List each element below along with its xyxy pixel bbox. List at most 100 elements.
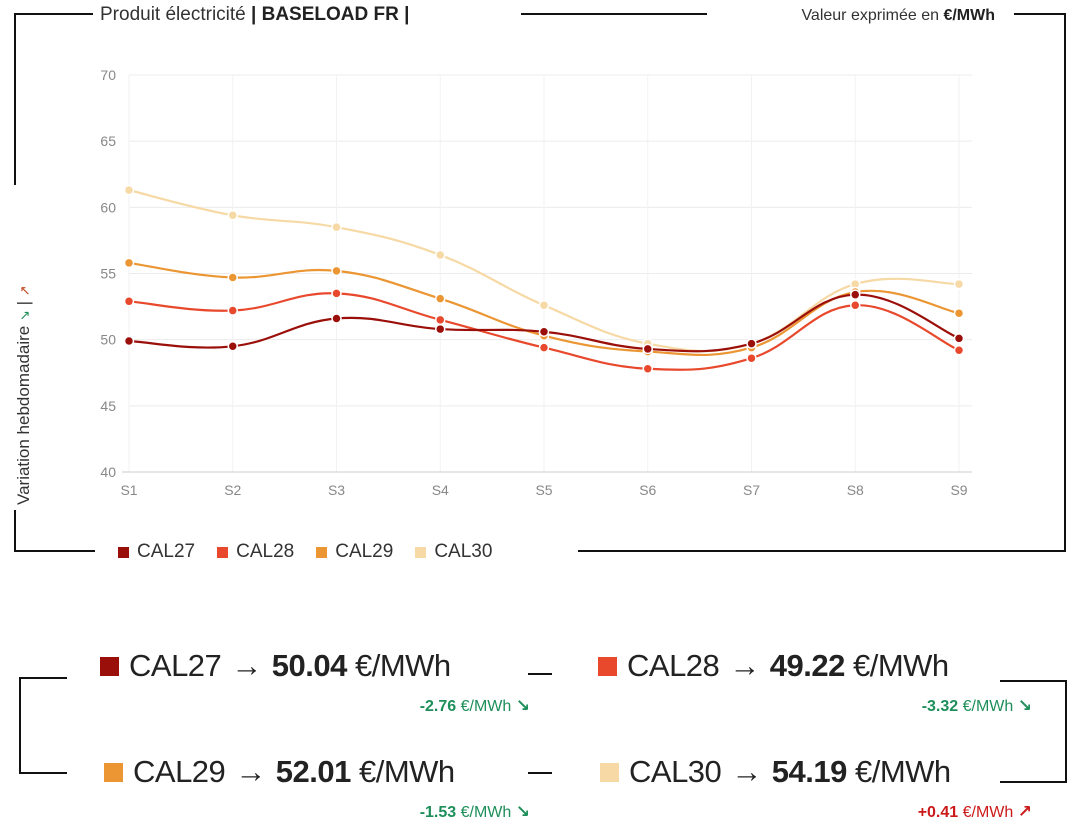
data-point-cal28 (953, 345, 965, 356)
frame-bottom-right (578, 550, 1066, 552)
frame-top-left (14, 13, 93, 15)
data-point-cal30 (331, 221, 342, 233)
y-tick-label: 40 (100, 464, 116, 480)
bracket-right-bottom (1000, 781, 1067, 783)
summary-unit: €/MWh (359, 754, 455, 789)
data-point-cal29 (435, 293, 446, 304)
data-point-cal27 (850, 289, 861, 300)
x-tick-label: S4 (432, 482, 449, 498)
y-tick-label: 45 (100, 398, 116, 414)
data-point-cal28 (538, 342, 550, 353)
trend-down-icon: ↘ (1017, 696, 1032, 715)
summary-value: 50.04 (271, 648, 348, 683)
summary-change: +0.41 €/MWh ↗ (918, 802, 1032, 822)
bracket-right-top (1000, 680, 1067, 682)
title-product: | BASELOAD FR | (251, 4, 410, 25)
bracket-left-vertical (19, 677, 21, 774)
change-unit: €/MWh (962, 698, 1014, 715)
summary-card-cal28: CAL28 → 49.22 €/MWh (598, 648, 949, 684)
data-point-cal30 (227, 210, 238, 221)
change-unit: €/MWh (460, 804, 512, 821)
data-point-cal30 (953, 278, 965, 290)
change-value: -3.32 (921, 698, 959, 715)
change-value: -2.76 (419, 698, 457, 715)
frame-top-right (1014, 13, 1066, 15)
summary-unit: €/MWh (853, 648, 949, 683)
unit-prefix: Valeur exprimée en (801, 7, 939, 24)
data-point-cal29 (123, 257, 135, 269)
trend-down-icon: ↘ (515, 696, 530, 715)
unit-note: Valeur exprimée en €/MWh (801, 7, 995, 25)
color-swatch (100, 656, 119, 676)
trend-down-icon: ↘ (515, 802, 530, 821)
change-value: +0.41 (917, 804, 959, 821)
legend-label: CAL30 (434, 541, 493, 562)
summary-change: -2.76 €/MWh ↘ (420, 696, 530, 716)
legend-label: CAL27 (137, 541, 196, 562)
dash-bottom (528, 772, 552, 774)
data-point-cal28 (331, 288, 342, 299)
data-point-cal27 (538, 326, 550, 337)
legend-label: CAL29 (335, 541, 394, 562)
y-tick-label: 70 (100, 67, 116, 83)
data-point-cal28 (850, 300, 861, 311)
x-tick-label: S5 (535, 482, 552, 498)
data-point-cal27 (953, 333, 965, 344)
summary-label: CAL27 (129, 648, 222, 683)
trend-up-icon: ↗ (1017, 802, 1032, 821)
y-tick-label: 55 (100, 266, 116, 282)
summary-change: -3.32 €/MWh ↘ (922, 696, 1032, 716)
data-point-cal28 (227, 305, 238, 316)
data-point-cal27 (435, 323, 446, 335)
data-point-cal27 (746, 338, 757, 349)
legend-item-cal30[interactable]: CAL30 (415, 541, 492, 563)
x-tick-label: S3 (328, 482, 345, 498)
legend-swatch (217, 546, 229, 558)
data-point-cal29 (227, 272, 238, 283)
legend-item-cal27[interactable]: CAL27 (118, 541, 195, 563)
summary-card-cal29: CAL29 → 52.01 €/MWh (104, 754, 455, 790)
x-tick-label: S6 (639, 482, 656, 498)
summary-value: 54.19 (771, 754, 848, 789)
arrow-right-icon: → (235, 754, 266, 789)
summary-value: 49.22 (769, 648, 846, 683)
change-unit: €/MWh (962, 804, 1014, 821)
summary-main: CAL30 → 54.19 €/MWh (600, 754, 951, 790)
legend-item-cal29[interactable]: CAL29 (316, 541, 393, 563)
frame-left-lower (14, 510, 16, 552)
summary-unit: €/MWh (355, 648, 451, 683)
summary-label: CAL30 (629, 754, 722, 789)
data-point-cal28 (435, 314, 446, 326)
bracket-right-vertical (1065, 680, 1067, 783)
frame-left-upper (14, 13, 16, 185)
line-chart: 40 45 50 55 60 65 70 S1 S2 S3 S4 S5 S6 S7 S8 S9 (100, 67, 972, 498)
legend-label: CAL28 (236, 541, 295, 562)
summary-unit: €/MWh (855, 754, 951, 789)
x-tick-label: S8 (847, 482, 864, 498)
x-tick-label: S1 (120, 482, 137, 498)
legend-swatch (415, 546, 427, 558)
title-prefix: Produit électricité (100, 4, 246, 25)
color-swatch (598, 656, 617, 676)
unit-value: €/MWh (943, 7, 995, 24)
summary-main: CAL27 → 50.04 €/MWh (100, 648, 451, 684)
arrow-right-icon: → (729, 648, 760, 683)
bracket-left-top (19, 677, 67, 679)
summary-label: CAL29 (133, 754, 226, 789)
summary-main: CAL28 → 49.22 €/MWh (598, 648, 949, 684)
x-tick-label: S7 (743, 482, 760, 498)
legend-swatch (316, 546, 328, 558)
y-tick-label: 50 (100, 332, 116, 348)
change-unit: €/MWh (460, 698, 512, 715)
chart-legend: CAL27 CAL28 CAL29 CAL30 (118, 541, 492, 563)
legend-item-cal28[interactable]: CAL28 (217, 541, 294, 563)
color-swatch (104, 762, 123, 782)
y-tick-label: 60 (100, 199, 116, 215)
frame-top-mid (521, 13, 707, 15)
y-tick-label: 65 (100, 133, 116, 149)
arrow-right-icon: → (731, 754, 762, 789)
data-point-cal27 (642, 343, 653, 355)
summary-value: 52.01 (275, 754, 352, 789)
data-point-cal28 (746, 352, 757, 364)
arrow-right-icon: → (231, 648, 262, 683)
